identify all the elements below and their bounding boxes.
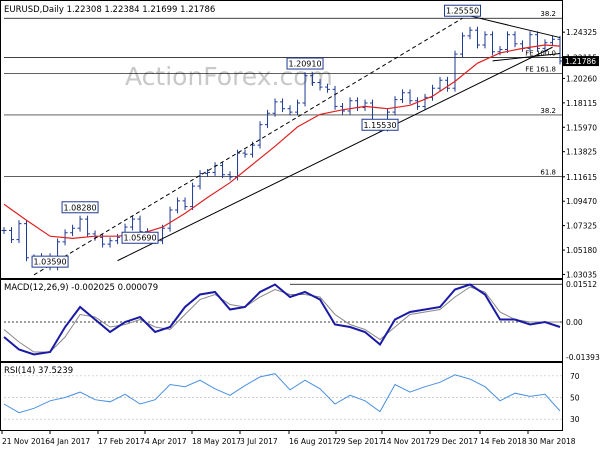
trendlines <box>33 15 561 276</box>
macd-panel-frame <box>0 279 563 362</box>
macd-series-layer: 0.01512 0.00 -0.01393 <box>3 280 600 362</box>
y-tick-label: 1.24325 <box>566 28 597 37</box>
trendline <box>492 53 561 62</box>
x-tick-label: 29 Sep 2017 <box>336 437 384 446</box>
trendline <box>117 46 553 262</box>
price-label: 1.03590 <box>34 258 67 267</box>
x-tick-label: 17 Feb 2017 <box>98 437 145 446</box>
x-tick-label: 21 Nov 2016 <box>2 437 50 446</box>
price-label: 1.15530 <box>363 121 396 130</box>
price-label: 1.20910 <box>288 60 321 69</box>
x-tick-label: 16 Aug 2017 <box>289 437 337 446</box>
y-tick-label: 1.20260 <box>566 74 597 83</box>
price-label-box <box>31 255 69 268</box>
channel-line-dashed <box>33 17 463 276</box>
rsi-panel-frame <box>0 362 563 431</box>
price-label: 1.05690 <box>124 234 157 243</box>
sma-line <box>3 44 561 240</box>
rsi-series-layer: 70 50 30 <box>3 372 580 424</box>
macd-y-label: 0.01512 <box>566 280 597 289</box>
y-tick-label: 1.05180 <box>566 246 597 255</box>
x-axis-labels: 21 Nov 2016 4 Jan 2017 17 Feb 2017 4 Apr 20… <box>1 431 576 446</box>
macd-label: MACD(12,26,9) -0.002025 0.000079 <box>4 283 158 293</box>
y-tick-label: 1.18115 <box>566 99 597 108</box>
rsi-line <box>3 373 561 414</box>
y-tick-label: 1.11615 <box>566 173 597 182</box>
rsi-y-label: 30 <box>570 415 580 424</box>
price-label-box <box>361 118 399 131</box>
price-label: 1.25550 <box>446 7 479 16</box>
price-label-box <box>444 4 482 17</box>
x-tick-label: 3 Jul 2017 <box>240 437 278 446</box>
macd-y-label: 0.00 <box>566 318 583 327</box>
sma-line-layer <box>3 44 561 240</box>
level-label: 38.2 <box>540 107 556 115</box>
level-label: 38.2 <box>540 10 556 18</box>
rsi-y-label: 70 <box>570 372 580 381</box>
level-label: FE 161.8 <box>525 65 556 73</box>
macd-line <box>3 283 561 356</box>
rsi-label: RSI(14) 37.5239 <box>4 366 73 376</box>
trendline <box>469 15 561 39</box>
x-tick-label: 4 Apr 2017 <box>145 437 187 446</box>
x-tick-label: 14 Nov 2017 <box>382 437 430 446</box>
level-label: 61.8 <box>540 168 556 176</box>
price-labels: 1.25550 1.20910 1.15530 1.08280 1.05690 1.035… <box>31 4 482 268</box>
chart-header: EURUSD,Daily 1.22308 1.22384 1.21699 1.2… <box>4 5 215 15</box>
price-panel-frame <box>0 0 563 279</box>
x-tick-label: 4 Jan 2017 <box>50 437 90 446</box>
y-tick-label: 1.15970 <box>566 123 597 132</box>
y-tick-label: 1.13825 <box>566 148 597 157</box>
y-tick-label: 1.07325 <box>566 222 597 231</box>
price-label: 1.08280 <box>64 203 97 212</box>
price-label-box <box>61 201 99 214</box>
macd-y-label: -0.01393 <box>566 353 600 362</box>
price-label-box <box>121 231 159 244</box>
rsi-y-label: 50 <box>570 394 580 403</box>
current-price-box <box>563 56 599 67</box>
price-label-box <box>286 57 324 70</box>
y-tick-label: 1.09470 <box>566 197 597 206</box>
x-tick-label: 14 Feb 2018 <box>480 437 527 446</box>
x-tick-label: 30 Mar 2018 <box>528 437 576 446</box>
y-tick-label: 1.03035 <box>566 270 597 279</box>
y-axis-labels: 1.243251.221151.202601.181151.159701.138… <box>562 28 599 279</box>
current-price-label: 1.21786 <box>565 57 596 66</box>
x-tick-label: 29 Dec 2017 <box>430 437 478 446</box>
x-tick-label: 18 May 2017 <box>192 437 241 446</box>
